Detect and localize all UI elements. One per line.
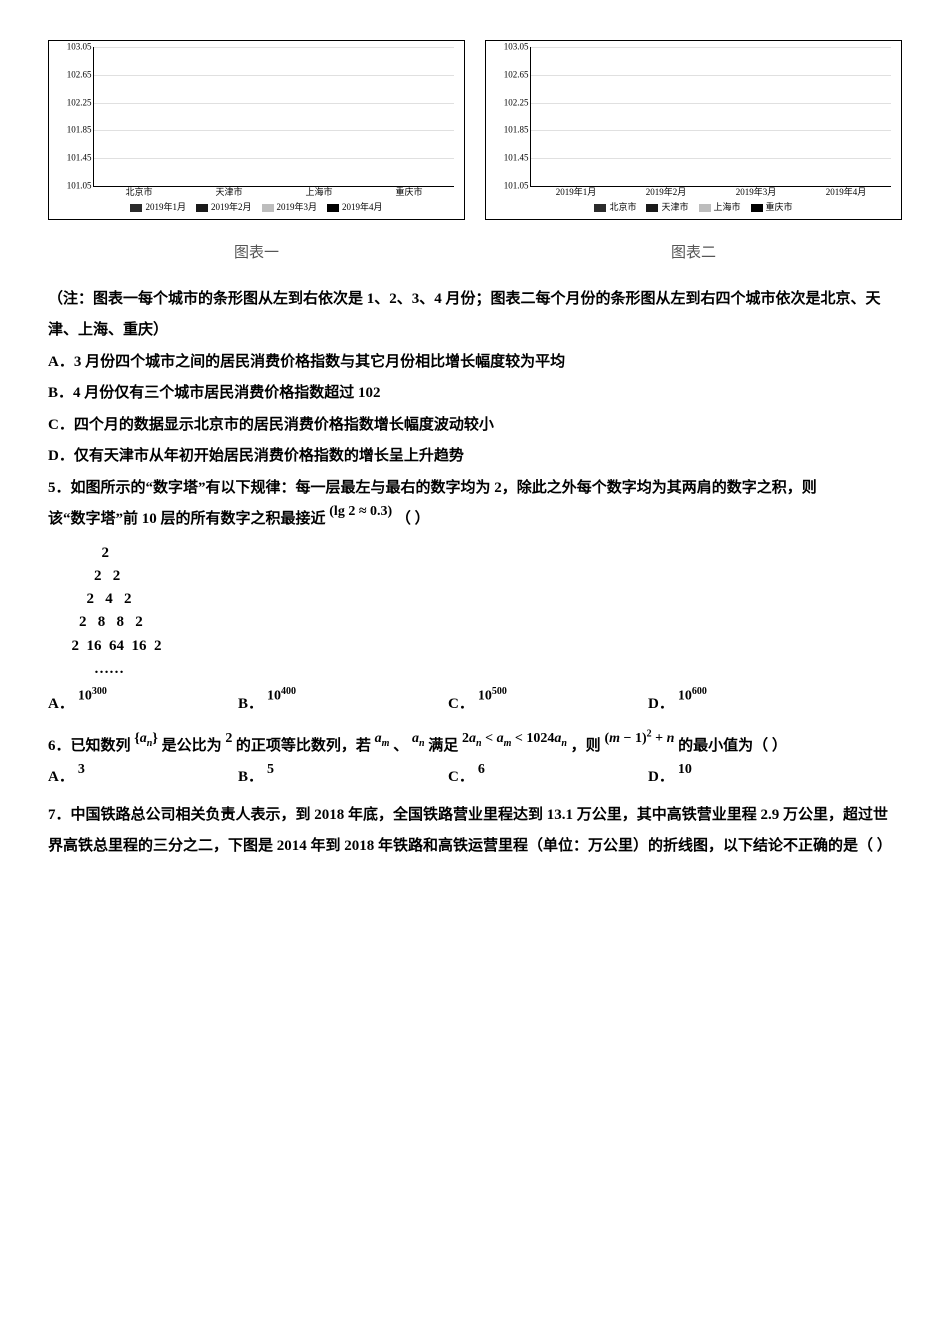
tower-row-4: 2 8 8 2 [64,611,902,634]
q5-option-d: D． 10600 [648,689,707,721]
q5-blank: （ ） [396,511,430,527]
q5-options: A． 10300 B． 10400 C． 10500 D． 10600 [48,689,902,721]
tower-row-1: 2 [64,542,902,565]
tower-row-2: 2 2 [64,565,902,588]
q5-stem-line2: 该“数字塔”前 10 层的所有数字之积最接近 (lg 2 ≈ 0.3) （ ） [48,504,902,536]
number-tower: 2 2 2 2 4 2 2 8 8 2 2 16 64 16 2 …… [64,542,902,682]
q5-option-c: C． 10500 [448,689,648,721]
chart1: 101.05101.45101.85102.25102.65103.05北京市天… [48,40,465,220]
chart1-caption: 图表一 [234,238,279,270]
tower-row-3: 2 4 2 [64,588,902,611]
q6-option-d: D．10 [648,762,692,794]
q4-option-c: C．四个月的数据显示北京市的居民消费价格指数增长幅度波动较小 [48,410,902,442]
charts-note: （注：图表一每个城市的条形图从左到右依次是 1、2、3、4 月份；图表二每个月份… [48,284,902,347]
q4-option-a: A．3 月份四个城市之间的居民消费价格指数与其它月份相比增长幅度较为平均 [48,347,902,379]
q6-option-a: A．3 [48,762,238,794]
q6-stem: 6．已知数列 {an} 是公比为 2 的正项等比数列，若 am 、 an 满足 … [48,731,902,763]
q5-option-b: B． 10400 [238,689,448,721]
q7-stem: 7．中国铁路总公司相关负责人表示，到 2018 年底，全国铁路营业里程达到 13… [48,800,902,863]
tower-row-6: …… [64,658,902,681]
chart2-wrap: 101.05101.45101.85102.25102.65103.052019… [485,40,902,280]
chart2-caption: 图表二 [671,238,716,270]
q6-option-b: B．5 [238,762,448,794]
tower-row-5: 2 16 64 16 2 [64,635,902,658]
q5-stem-line1: 5．如图所示的“数字塔”有以下规律：每一层最左与最右的数字均为 2，除此之外每个… [48,473,902,505]
q6-option-c: C．6 [448,762,648,794]
chart2: 101.05101.45101.85102.25102.65103.052019… [485,40,902,220]
chart1-wrap: 101.05101.45101.85102.25102.65103.05北京市天… [48,40,465,280]
q5-stem2a: 该“数字塔”前 10 层的所有数字之积最接近 [48,511,326,527]
q5-option-a: A． 10300 [48,689,238,721]
q4-option-d: D．仅有天津市从年初开始居民消费价格指数的增长呈上升趋势 [48,441,902,473]
q4-option-b: B．4 月份仅有三个城市居民消费价格指数超过 102 [48,378,902,410]
q5-lg-note: (lg 2 ≈ 0.3) [329,504,392,519]
q6-options: A．3 B．5 C．6 D．10 [48,762,902,794]
charts-row: 101.05101.45101.85102.25102.65103.05北京市天… [48,40,902,280]
